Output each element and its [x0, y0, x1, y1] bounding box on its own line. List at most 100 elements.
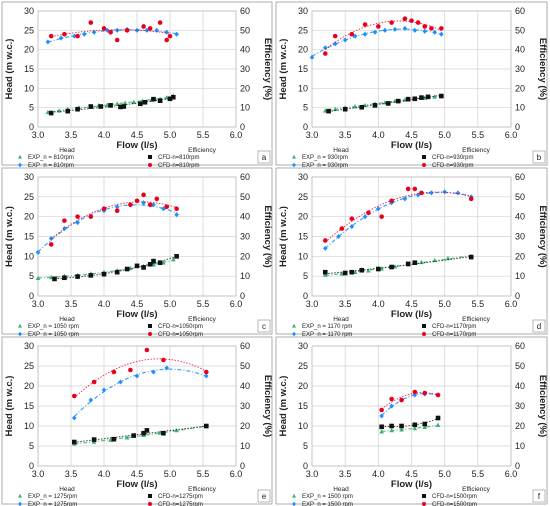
x-tick-label: 6.0 [505, 469, 518, 479]
legend-title-efficiency: Efficiency [462, 316, 490, 323]
data-point-square [385, 101, 391, 106]
data-point-square [174, 254, 179, 259]
data-point-circle [439, 26, 444, 31]
legend-label: CFD-n=1050rpm [158, 332, 203, 338]
data-point-triangle [432, 94, 438, 99]
data-point-square [379, 424, 384, 430]
data-point-diamond [379, 413, 384, 419]
data-point-circle [88, 20, 94, 25]
data-point-square [101, 271, 107, 277]
data-point-square [114, 269, 120, 275]
legend-marker-diamond [292, 501, 296, 506]
data-point-square [65, 108, 70, 114]
legend-marker-circle [422, 502, 426, 506]
data-point-diamond [429, 190, 434, 196]
data-point-diamond [164, 29, 169, 35]
data-point-circle [362, 22, 368, 27]
legend-marker-diamond [292, 331, 296, 337]
data-point-diamond [389, 403, 394, 409]
data-point-square [98, 104, 103, 109]
data-point-circle [339, 226, 345, 231]
data-point-circle [134, 198, 140, 204]
y2-tick-label: 0 [515, 122, 520, 132]
legend-label: EXP_n = 930rpm [302, 163, 348, 169]
panel-letter-box [257, 489, 271, 503]
data-point-circle [48, 242, 54, 247]
legend-title-head: Head [59, 486, 75, 493]
y2-tick-label: 30 [515, 232, 525, 242]
data-point-circle [108, 29, 113, 35]
data-point-diamond [439, 31, 444, 37]
legend-marker-triangle [18, 154, 22, 159]
y2-tick-label: 50 [515, 361, 525, 371]
x-tick-label: 4.5 [131, 299, 144, 309]
y-tick-label: 5 [29, 271, 34, 281]
data-point-diamond [349, 224, 355, 230]
x-tick-label: 5.5 [472, 299, 485, 309]
x-tick-label: 5.5 [197, 469, 210, 479]
y-tick-label: 25 [24, 25, 34, 35]
legend-label: EXP_n = 1275rpm [28, 502, 77, 506]
y2-tick-label: 10 [515, 271, 525, 281]
data-point-circle [322, 238, 328, 243]
data-point-circle [75, 33, 80, 39]
data-point-square [412, 96, 418, 102]
data-point-square [52, 276, 57, 282]
plot-area [37, 345, 237, 467]
data-point-square [151, 258, 156, 264]
y2-tick-label: 40 [240, 212, 250, 222]
y-tick-label: 30 [24, 172, 34, 182]
x-tick-label: 5.0 [164, 299, 177, 309]
x-tick-label: 3.5 [339, 299, 352, 309]
data-point-circle [399, 397, 404, 403]
panel-letter: f [538, 492, 541, 501]
data-point-circle [75, 214, 80, 219]
y-tick-label: 5 [303, 103, 308, 113]
data-point-diamond [412, 392, 418, 398]
data-point-triangle [124, 435, 130, 440]
y2-tick-label: 10 [240, 103, 250, 113]
data-point-circle [435, 392, 441, 398]
data-point-square [412, 422, 418, 428]
data-point-circle [422, 24, 428, 29]
x-tick-label: 6.0 [505, 130, 518, 140]
y-tick-label: 30 [24, 6, 34, 16]
y-tick-label: 20 [298, 212, 308, 222]
data-point-square [121, 104, 127, 109]
x-tick-label: 3.5 [65, 469, 78, 479]
x-tick-label: 6.0 [230, 299, 243, 309]
y-tick-label: 0 [29, 461, 34, 471]
legend-marker-circle [422, 163, 426, 167]
y-tick-label: 25 [24, 192, 34, 202]
legend-marker-triangle [292, 323, 296, 328]
y2-tick-label: 50 [240, 25, 250, 35]
legend-title-efficiency: Efficiency [462, 147, 490, 154]
data-point-square [142, 99, 148, 105]
y2-axis-label: Efficiency (%) [537, 205, 548, 267]
data-point-triangle [389, 427, 394, 433]
x-tick-label: 6.0 [230, 469, 243, 479]
data-point-square [342, 270, 348, 276]
data-point-circle [91, 379, 97, 385]
data-point-triangle [379, 429, 384, 434]
x-axis-label: Flow (l/s) [391, 479, 432, 490]
panel-d: 0 0 5 10 10 20 15 30 20 40 25 50 30 60 3.0 3.5 4.0 4.5 5.0… [275, 167, 548, 338]
data-point-square [422, 421, 428, 427]
y2-tick-label: 10 [240, 441, 250, 451]
legend-label: CFD-n=930rpm [432, 163, 474, 169]
data-point-square [349, 269, 355, 275]
x-tick-label: 4.0 [372, 130, 385, 140]
panel-letter-box [257, 150, 271, 164]
data-point-circle [101, 206, 107, 212]
data-point-diamond [412, 27, 418, 33]
data-point-diamond [72, 415, 77, 421]
y2-tick-label: 10 [240, 271, 250, 281]
x-tick-label: 3.5 [339, 469, 352, 479]
data-point-square [147, 261, 153, 267]
y2-tick-label: 50 [240, 361, 250, 371]
data-point-diamond [382, 27, 388, 33]
data-point-square [322, 269, 328, 275]
panel-b: 0 0 5 10 10 20 15 30 20 40 25 50 30 60 3.0 3.5 4.0 4.5 5.0… [275, 1, 548, 169]
plot-area [37, 176, 237, 297]
data-point-circle [161, 357, 166, 363]
